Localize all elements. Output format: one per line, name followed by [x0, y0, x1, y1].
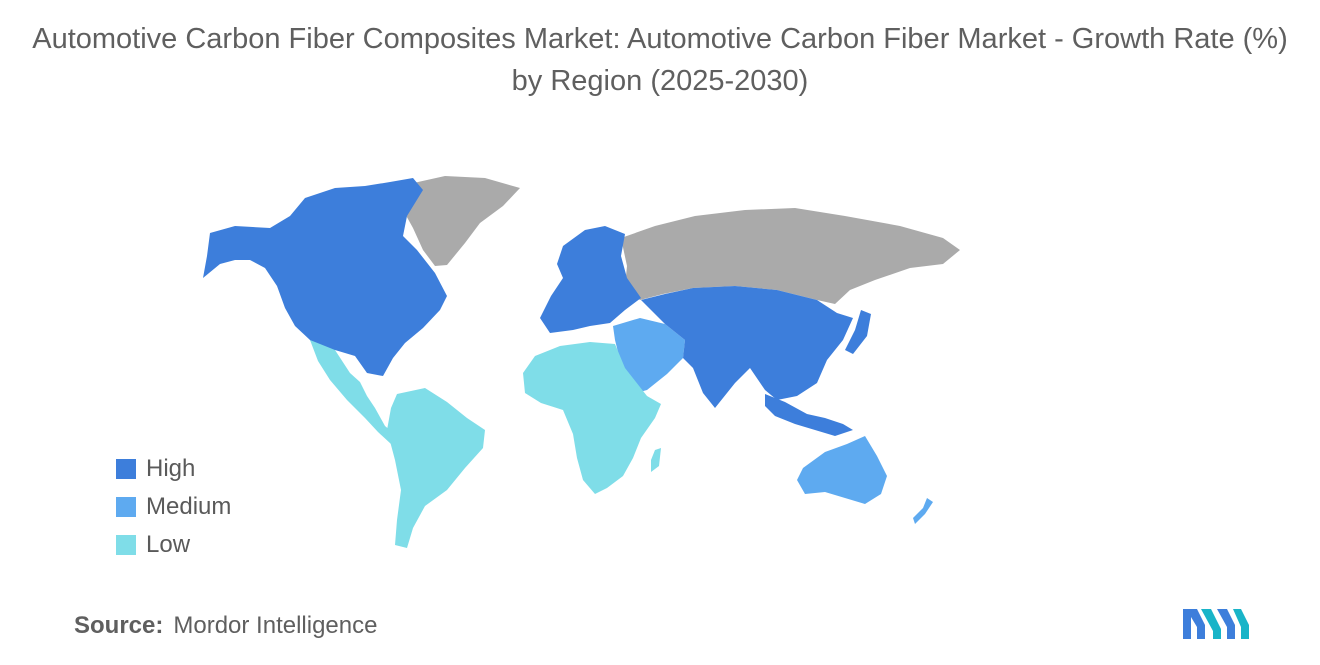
world-map [203, 176, 960, 548]
new-zealand-region[interactable] [913, 498, 933, 524]
australia-region[interactable] [797, 436, 887, 504]
south-america-region[interactable] [387, 388, 485, 548]
madagascar-region[interactable] [651, 448, 661, 472]
middle-america-region[interactable] [310, 340, 397, 444]
legend-swatch-medium [116, 497, 136, 517]
legend-label-high: High [146, 455, 196, 482]
source-line: Source: Mordor Intelligence [74, 612, 377, 640]
legend-swatch-low [116, 535, 136, 555]
legend-item-medium: Medium [116, 488, 231, 526]
greenland-region [400, 176, 520, 266]
legend-swatch-high [116, 459, 136, 479]
source-label: Source: [74, 612, 164, 639]
southeast-asia-region[interactable] [765, 394, 853, 436]
legend-label-medium: Medium [146, 493, 232, 520]
middle-east-region[interactable] [613, 318, 685, 394]
mordor-intelligence-logo [1183, 609, 1249, 639]
legend-item-high: High [116, 450, 231, 488]
africa-region[interactable] [523, 342, 661, 494]
legend-item-low: Low [116, 526, 231, 564]
asia-region[interactable] [641, 286, 853, 408]
japan-region[interactable] [845, 310, 871, 354]
north-america-region[interactable] [203, 178, 447, 376]
russia-region [621, 208, 960, 304]
legend-label-low: Low [146, 531, 191, 558]
map-legend: High Medium Low [116, 450, 231, 564]
europe-region[interactable] [540, 226, 641, 333]
chart-title: Automotive Carbon Fiber Composites Marke… [32, 23, 1288, 97]
source-value: Mordor Intelligence [173, 612, 378, 639]
